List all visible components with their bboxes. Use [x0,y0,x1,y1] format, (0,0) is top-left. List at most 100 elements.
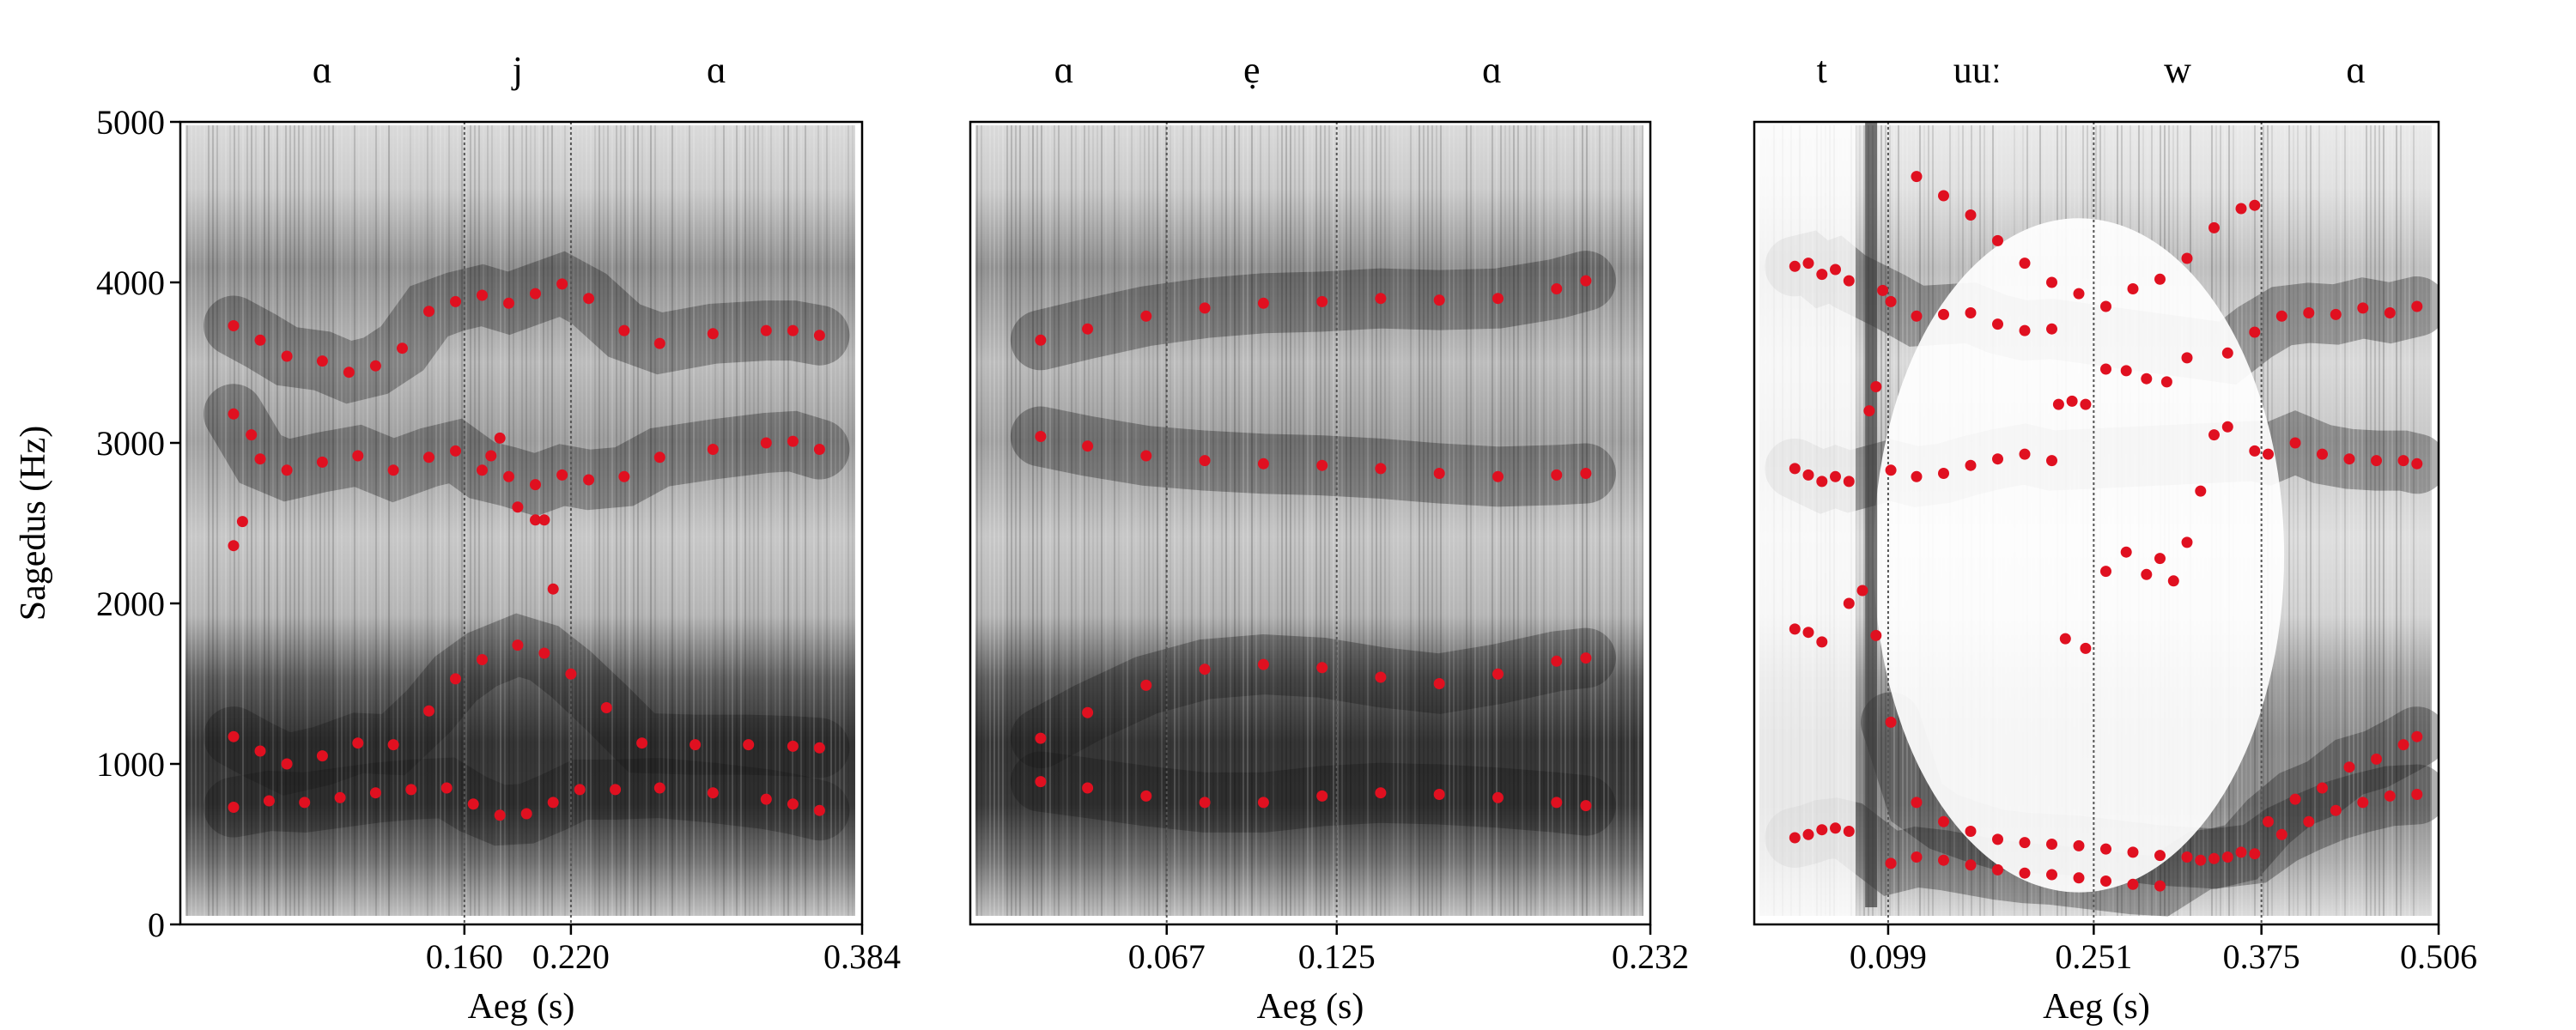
formant-point [1789,463,1801,475]
formant-point [2249,326,2261,338]
spectrogram-image [1754,122,2439,924]
formant-point [334,791,346,803]
formant-point [1843,826,1855,837]
segment-label: ɑ [2346,49,2366,91]
formant-point [618,324,630,336]
formant-point [2127,283,2139,294]
formant-point [2100,363,2111,375]
formant-point [2275,310,2287,322]
formant-point [813,742,825,754]
formant-point [538,647,550,659]
formant-series-2 [1885,716,2423,864]
formant-point [2181,252,2193,264]
x-tick-label: 0.506 [2400,937,2477,976]
segment-label: ɑ [707,49,726,91]
formant-point [1938,308,1949,320]
formant-point [1802,258,1814,270]
formant-point [2249,445,2261,457]
formant-point [1082,782,1094,794]
formant-point [787,740,799,752]
formant-point [2221,347,2233,359]
formant-point [2160,376,2172,388]
formant-point [2249,199,2261,211]
formant-point [281,464,293,476]
formant-point [1035,334,1047,346]
formant-point [707,787,719,799]
formant-point [2046,323,2057,335]
x-tick-label: 0.067 [1128,937,1206,976]
formant-point [316,355,328,367]
formant-point [2120,365,2132,377]
spectrogram-panel-1: ɑ j ɑ 0.160 0.220 0.384 Aeg (s) 0 1000 2000 3000 40… [14,49,901,1027]
formant-point [2249,848,2261,860]
formant-series-2 [1035,652,1592,744]
formant-point [387,739,399,751]
x-tick-label: 0.125 [1298,937,1376,976]
formant-point [2357,302,2369,314]
formant-point [2127,846,2139,858]
formant-point [1257,297,1269,309]
formant-point [254,334,266,346]
formant-point [423,306,434,318]
formant-point [2221,851,2233,863]
formant-point [1199,455,1211,467]
formant-point [1140,790,1152,802]
formant-point [467,798,479,810]
formant-point [1551,469,1563,481]
formant-point [813,444,825,455]
formant-point [2208,221,2220,233]
formant-point [1140,310,1152,322]
formant-point [1035,732,1047,744]
formant-point [1140,679,1152,691]
formant-point [760,437,772,449]
formant-point [477,654,488,665]
formant-point [1789,832,1801,844]
y-tick-label: 2000 [96,585,165,623]
formant-point [690,739,702,751]
formant-point [2019,324,2031,336]
formant-point [2100,876,2111,887]
formant-point [1870,381,1882,392]
formant-point [2019,258,2031,270]
formant-point [1316,790,1328,802]
formant-point [1830,822,1841,834]
formant-point [2208,429,2220,441]
formant-point [1580,652,1592,664]
formant-point [2343,761,2355,773]
formant-point [1551,283,1563,294]
formant-point [1433,468,1445,479]
formant-point [530,479,541,491]
formant-point [600,702,612,713]
formant-point [1375,463,1387,475]
formant-point [530,514,541,526]
formant-point [1830,470,1841,482]
formant-series-3 [1789,437,2423,488]
formant-point [1877,284,1889,296]
segment-label: t [1817,49,1827,91]
formant-series-4 [1035,275,1592,346]
formant-point [1433,678,1445,689]
formant-point [1856,585,1868,597]
formant-point [2073,288,2085,300]
formant-point [228,802,240,813]
formant-point [653,451,665,464]
formant-point [760,793,772,805]
formant-point [2141,373,2153,385]
formant-point [1580,800,1592,812]
formant-point [2019,837,2031,849]
formant-point [236,516,248,528]
formant-point [1992,318,2003,330]
formant-point [1863,405,1875,417]
formant-point [813,804,825,816]
formant-point [2397,455,2409,467]
formant-point [1992,234,2003,246]
formant-point [583,293,595,305]
formant-point [1492,668,1504,680]
formant-point [2167,575,2179,587]
formant-point [1965,459,1977,471]
formant-point [1938,190,1949,202]
segment-label: w [2164,49,2191,91]
formant-point [2181,352,2193,364]
formant-point [1199,302,1211,314]
